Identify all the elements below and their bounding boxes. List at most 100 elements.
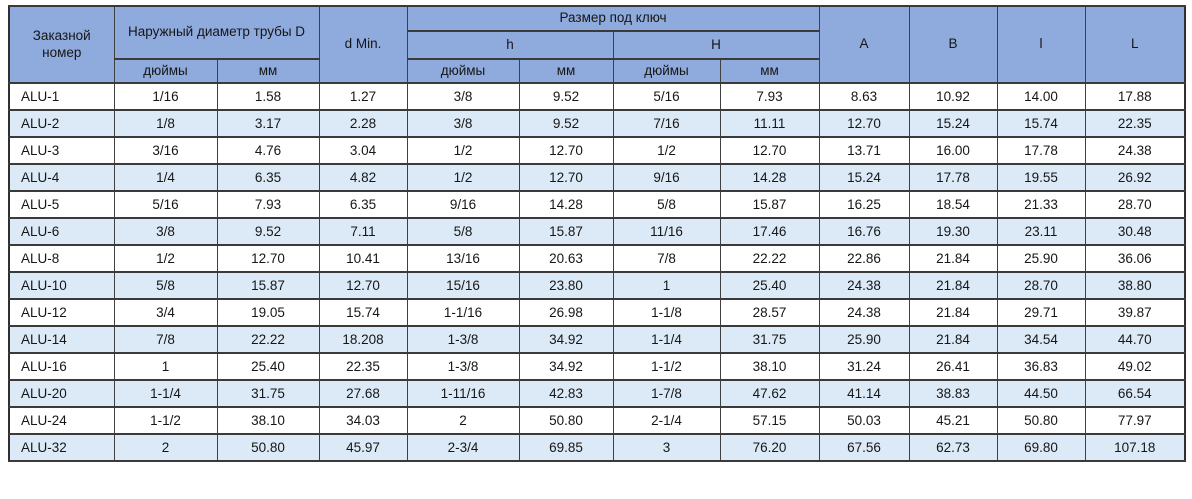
cell-value: 1-1/2 <box>612 352 721 381</box>
cell-value: 5/16 <box>612 82 721 111</box>
cell-value: 9.52 <box>216 217 320 246</box>
cell-value: 20.63 <box>518 244 614 273</box>
cell-value: 1-1/2 <box>113 406 218 435</box>
cell-value: 13.71 <box>818 136 910 165</box>
cell-value: 21.84 <box>908 271 998 300</box>
header-order-number: Заказной номер <box>8 5 115 84</box>
header-a: A <box>818 5 910 84</box>
header-l-upper: L <box>1084 5 1186 84</box>
cell-value: 7.93 <box>216 190 320 219</box>
header-d-min: d Min. <box>318 5 408 84</box>
cell-value: 28.70 <box>1084 190 1186 219</box>
cell-value: 77.97 <box>1084 406 1186 435</box>
header-diameter-inches: дюймы <box>113 58 218 84</box>
cell-value: 1/2 <box>113 244 218 273</box>
cell-value: 2-1/4 <box>612 406 721 435</box>
cell-value: 50.03 <box>818 406 910 435</box>
header-wrench-size: Размер под ключ <box>406 5 820 32</box>
cell-value: 2 <box>113 433 218 462</box>
cell-value: 4.82 <box>318 163 408 192</box>
cell-value: 7/8 <box>612 244 721 273</box>
cell-value: 34.54 <box>996 325 1086 354</box>
cell-value: 26.92 <box>1084 163 1186 192</box>
cell-value: 1-1/8 <box>612 298 721 327</box>
header-H-mm: мм <box>719 58 820 84</box>
header-row-1: Заказной номер Наружный диаметр трубы D … <box>8 5 1186 84</box>
cell-order-number: ALU-14 <box>8 325 115 354</box>
cell-value: 34.03 <box>318 406 408 435</box>
cell-value: 15.24 <box>908 109 998 138</box>
cell-value: 50.80 <box>996 406 1086 435</box>
cell-value: 17.78 <box>996 136 1086 165</box>
cell-value: 26.98 <box>518 298 614 327</box>
cell-value: 7/16 <box>612 109 721 138</box>
cell-value: 8.63 <box>818 82 910 111</box>
cell-value: 2 <box>406 406 520 435</box>
dimensions-table-wrapper: Заказной номер Наружный диаметр трубы D … <box>8 5 1187 462</box>
cell-value: 29.71 <box>996 298 1086 327</box>
header-outer-diameter: Наружный диаметр трубы D <box>113 5 320 60</box>
cell-value: 34.92 <box>518 325 614 354</box>
cell-value: 50.80 <box>518 406 614 435</box>
header-row-3: дюймы мм дюймы мм дюймы мм <box>9 58 1185 84</box>
cell-value: 5/8 <box>612 190 721 219</box>
cell-value: 17.88 <box>1084 82 1186 111</box>
cell-value: 15.74 <box>318 298 408 327</box>
cell-value: 10.41 <box>318 244 408 273</box>
cell-value: 16.25 <box>818 190 910 219</box>
cell-value: 3.17 <box>216 109 320 138</box>
cell-value: 107.18 <box>1084 433 1186 462</box>
cell-value: 1-1/16 <box>406 298 520 327</box>
table-row: ALU-8 1/2 12.70 10.41 13/16 20.63 7/8 22.22 22.8… <box>8 244 1186 273</box>
cell-value: 13/16 <box>406 244 520 273</box>
cell-value: 1-1/4 <box>612 325 721 354</box>
table-row: ALU-1 1/16 1.58 1.27 3/8 9.52 5/16 7.93 8.63 10.9… <box>8 82 1186 111</box>
cell-value: 11/16 <box>612 217 721 246</box>
header-h-lower: h <box>406 30 614 60</box>
cell-value: 5/8 <box>113 271 218 300</box>
cell-value: 12.70 <box>318 271 408 300</box>
cell-value: 7.11 <box>318 217 408 246</box>
cell-value: 3/4 <box>113 298 218 327</box>
cell-value: 2.28 <box>318 109 408 138</box>
cell-value: 49.02 <box>1084 352 1186 381</box>
cell-value: 17.78 <box>908 163 998 192</box>
cell-value: 25.90 <box>818 325 910 354</box>
cell-value: 22.35 <box>318 352 408 381</box>
cell-order-number: ALU-12 <box>8 298 115 327</box>
table-row: ALU-5 5/16 7.93 6.35 9/16 14.28 5/8 15.87 16.25 1… <box>8 190 1186 219</box>
cell-value: 15.87 <box>719 190 820 219</box>
cell-value: 3/8 <box>406 109 520 138</box>
cell-value: 31.24 <box>818 352 910 381</box>
cell-value: 19.30 <box>908 217 998 246</box>
cell-value: 12.70 <box>216 244 320 273</box>
cell-value: 15.24 <box>818 163 910 192</box>
cell-value: 1/16 <box>113 82 218 111</box>
cell-value: 3/8 <box>406 82 520 111</box>
table-row: ALU-10 5/8 15.87 12.70 15/16 23.80 1 25.40 24.38… <box>8 271 1186 300</box>
cell-value: 76.20 <box>719 433 820 462</box>
cell-value: 31.75 <box>216 379 320 408</box>
table-row: ALU-12 3/4 19.05 15.74 1-1/16 26.98 1-1/8 28.57… <box>8 298 1186 327</box>
table-header: Заказной номер Наружный диаметр трубы D … <box>8 5 1186 84</box>
cell-value: 12.70 <box>518 136 614 165</box>
cell-value: 44.70 <box>1084 325 1186 354</box>
cell-value: 28.57 <box>719 298 820 327</box>
header-diameter-mm: мм <box>216 58 320 84</box>
cell-value: 66.54 <box>1084 379 1186 408</box>
cell-value: 15.87 <box>216 271 320 300</box>
cell-value: 38.80 <box>1084 271 1186 300</box>
cell-value: 1-7/8 <box>612 379 721 408</box>
cell-value: 14.00 <box>996 82 1086 111</box>
cell-value: 38.10 <box>719 352 820 381</box>
header-row-2: h H <box>9 30 1185 60</box>
cell-value: 1-3/8 <box>406 325 520 354</box>
cell-value: 24.38 <box>818 298 910 327</box>
cell-value: 41.14 <box>818 379 910 408</box>
table-row: ALU-24 1-1/2 38.10 34.03 2 50.80 2-1/4 57.15 50.… <box>8 406 1186 435</box>
cell-value: 22.22 <box>216 325 320 354</box>
cell-value: 6.35 <box>318 190 408 219</box>
cell-value: 1/2 <box>406 163 520 192</box>
cell-value: 1 <box>113 352 218 381</box>
cell-value: 4.76 <box>216 136 320 165</box>
